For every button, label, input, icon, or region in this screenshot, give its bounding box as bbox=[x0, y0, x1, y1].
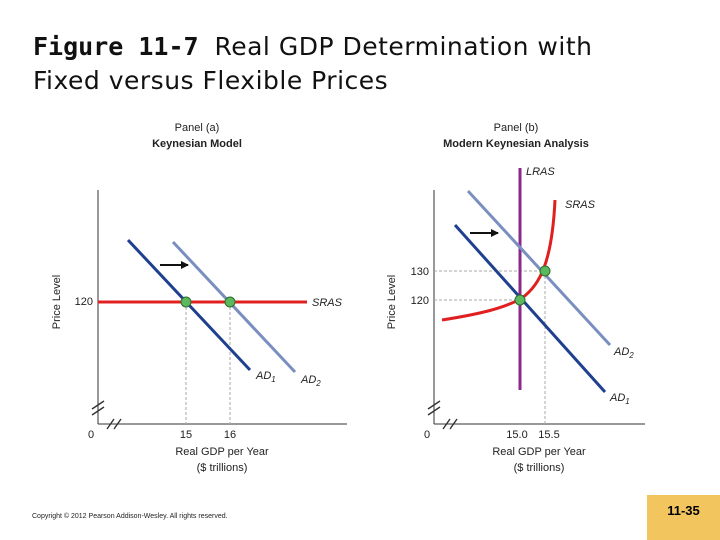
panel-b-y-tick-120: 120 bbox=[411, 295, 429, 307]
slide-number-badge: 11-35 bbox=[647, 495, 720, 540]
panel-b-y-break bbox=[427, 400, 441, 416]
panel-a-x-axis-label: Real GDP per Year bbox=[175, 446, 269, 458]
panel-a-x-tick-16: 16 bbox=[224, 429, 236, 441]
panel-b-sras-curve bbox=[441, 199, 557, 322]
panel-b-lras-label: LRAS bbox=[526, 166, 555, 178]
panel-a-ad2-label: AD2 bbox=[300, 374, 321, 388]
panel-a-y-tick-120: 120 bbox=[75, 296, 93, 308]
panel-a-equilibrium-2 bbox=[224, 296, 236, 308]
panel-a-ad2-curve bbox=[171, 240, 297, 374]
panel-a-x-tick-15: 15 bbox=[180, 429, 192, 441]
panel-a-sras-label: SRAS bbox=[312, 297, 343, 309]
panel-b-x-tick-15-5: 15.5 bbox=[538, 429, 559, 441]
panel-b-x-tick-15-0: 15.0 bbox=[506, 429, 527, 441]
panel-a: Panel (a) Keynesian Model Price Level 0 … bbox=[51, 122, 347, 474]
panel-a-equilibrium-1 bbox=[180, 296, 192, 308]
panel-b-ad1-curve bbox=[453, 223, 607, 394]
panel-b: Panel (b) Modern Keynesian Analysis Pric… bbox=[386, 122, 645, 474]
panel-b-origin: 0 bbox=[424, 429, 430, 441]
panel-b-x-axis-label: Real GDP per Year bbox=[492, 446, 586, 458]
slide-title: Figure 11-7 Real GDP Determination with … bbox=[33, 30, 693, 98]
panel-a-x-axis-unit: ($ trillions) bbox=[197, 462, 248, 474]
panel-b-equilibrium-1 bbox=[514, 294, 526, 306]
title-line-1: Real GDP Determination with bbox=[214, 32, 593, 61]
figure-number: Figure 11-7 bbox=[33, 32, 199, 61]
panel-a-x-break bbox=[106, 418, 122, 430]
panel-b-x-break bbox=[442, 418, 458, 430]
panel-a-label: Panel (a) bbox=[175, 122, 220, 134]
panel-b-y-axis-label: Price Level bbox=[386, 275, 398, 329]
panel-a-y-break bbox=[91, 400, 105, 416]
panel-b-ad2-label: AD2 bbox=[613, 346, 634, 360]
panel-b-title: Modern Keynesian Analysis bbox=[443, 138, 589, 150]
panel-b-x-axis-unit: ($ trillions) bbox=[514, 462, 565, 474]
title-line-2: Fixed versus Flexible Prices bbox=[33, 66, 389, 95]
panel-a-y-axis-label: Price Level bbox=[51, 275, 63, 329]
panel-a-ad1-label: AD1 bbox=[255, 370, 276, 384]
panel-a-title: Keynesian Model bbox=[152, 138, 242, 150]
panel-b-sras-label: SRAS bbox=[565, 199, 596, 211]
panel-b-y-tick-130: 130 bbox=[411, 266, 429, 278]
panel-b-label: Panel (b) bbox=[494, 122, 539, 134]
panel-a-origin: 0 bbox=[88, 429, 94, 441]
panel-b-ad2-curve bbox=[466, 189, 612, 347]
panel-b-ad1-label: AD1 bbox=[609, 392, 630, 406]
copyright-notice: Copyright © 2012 Pearson Addison-Wesley.… bbox=[32, 513, 228, 520]
panel-b-equilibrium-2 bbox=[539, 265, 551, 277]
